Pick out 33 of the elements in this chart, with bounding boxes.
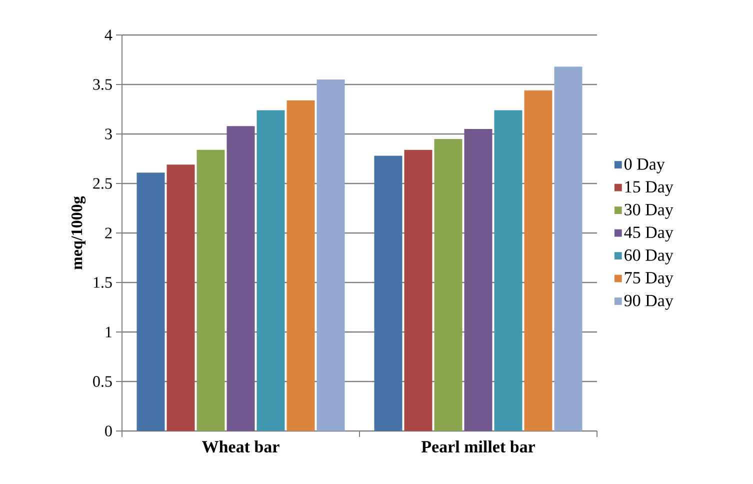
bar (256, 110, 285, 431)
bar (434, 138, 462, 431)
bar (464, 129, 492, 431)
bar (226, 126, 255, 431)
bar (316, 80, 345, 431)
y-axis-title: meq/1000g (71, 196, 86, 270)
bar (404, 150, 432, 431)
y-tick-label: 4 (104, 30, 112, 40)
y-tick-label: 3 (105, 128, 112, 140)
bar (286, 100, 315, 431)
y-tick-label: 2 (105, 228, 112, 238)
legend-label: 90 Day (624, 294, 674, 310)
bar (374, 156, 402, 431)
x-tick-label: Wheat bar (202, 440, 280, 453)
legend-label: 0 Day (624, 158, 665, 174)
bar (136, 172, 165, 431)
legend-label: 60 Day (624, 249, 674, 264)
x-tick-label: Pearl millet bar (421, 440, 536, 452)
legend-label: 45 Day (624, 226, 674, 242)
legend-label: 30 Day (624, 204, 674, 219)
y-tick-label: 1.5 (94, 277, 112, 288)
bar (166, 164, 195, 431)
bar (554, 66, 582, 431)
bar (524, 90, 552, 431)
y-tick-label: 1 (106, 326, 112, 338)
y-tick-label: 0.5 (93, 376, 112, 387)
legend-label: 15 Day (625, 181, 674, 196)
legend-label: 75 Day (624, 272, 674, 287)
y-tick-label: 0 (105, 426, 112, 436)
y-tick-label: 2.5 (93, 178, 112, 189)
bar (494, 110, 522, 431)
bar (196, 150, 225, 431)
y-tick-label: 3.5 (93, 79, 112, 90)
